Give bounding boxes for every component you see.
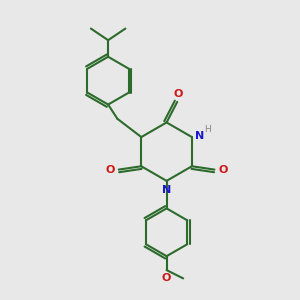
Text: O: O [105, 165, 115, 175]
Text: O: O [162, 273, 171, 283]
Text: H: H [205, 125, 211, 134]
Text: N: N [162, 185, 171, 195]
Text: N: N [194, 131, 204, 141]
Text: O: O [218, 165, 228, 175]
Text: O: O [174, 88, 183, 99]
